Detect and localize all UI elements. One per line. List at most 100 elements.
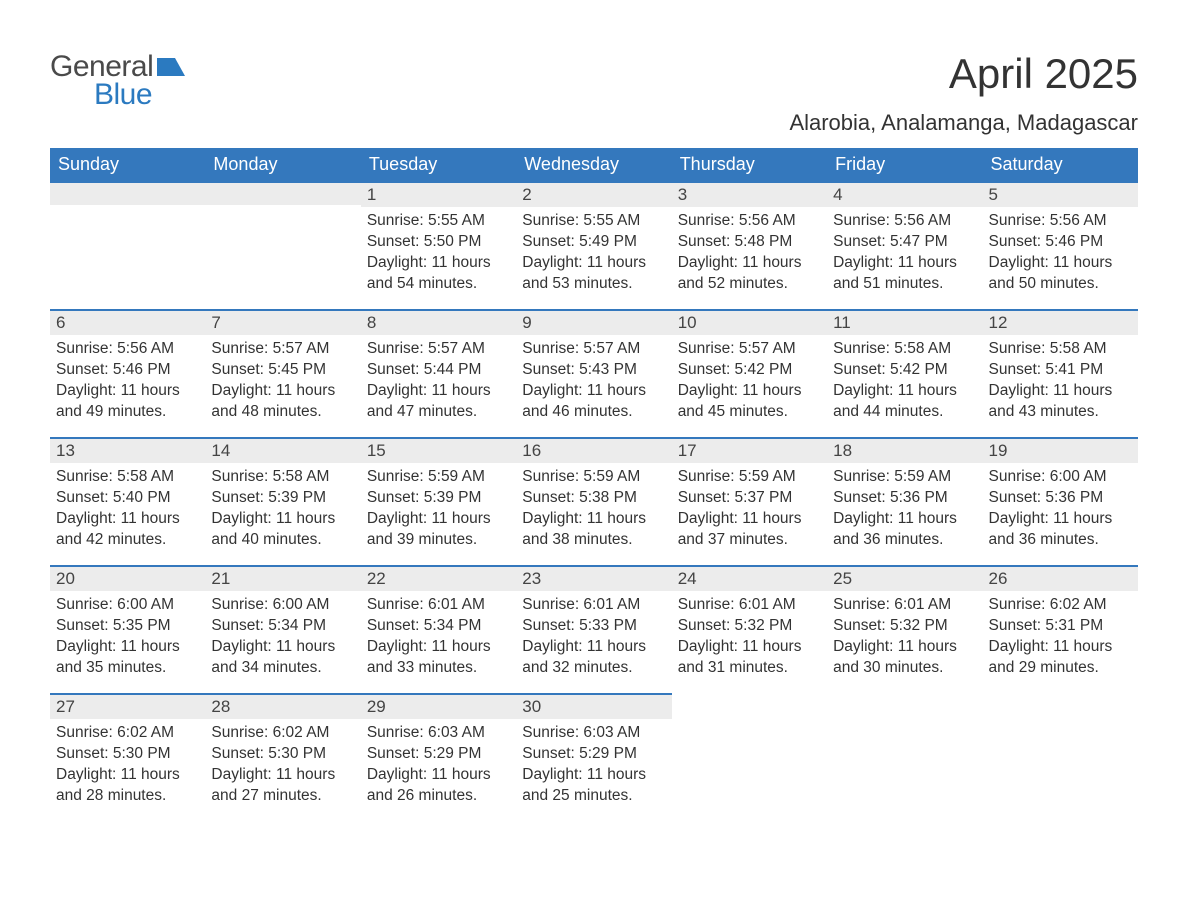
sunrise-text: Sunrise: 5:58 AM [989, 339, 1132, 360]
sunrise-text: Sunrise: 6:01 AM [367, 595, 510, 616]
sunset-text: Sunset: 5:47 PM [833, 232, 976, 253]
top-row: General Blue April 2025 Alarobia, Analam… [50, 50, 1138, 136]
flag-icon [157, 58, 185, 76]
day-number: 21 [205, 565, 360, 591]
day-number: 19 [983, 437, 1138, 463]
sunrise-text: Sunrise: 5:57 AM [678, 339, 821, 360]
sunset-text: Sunset: 5:36 PM [989, 488, 1132, 509]
month-title: April 2025 [789, 50, 1138, 98]
day-number: 25 [827, 565, 982, 591]
day-cell: 4Sunrise: 5:56 AMSunset: 5:47 PMDaylight… [827, 181, 982, 309]
day-cell: 1Sunrise: 5:55 AMSunset: 5:50 PMDaylight… [361, 181, 516, 309]
header-friday: Friday [827, 148, 982, 181]
day-number: 8 [361, 309, 516, 335]
sunrise-text: Sunrise: 6:02 AM [989, 595, 1132, 616]
day-number: 12 [983, 309, 1138, 335]
day-body: Sunrise: 6:00 AMSunset: 5:36 PMDaylight:… [983, 463, 1138, 557]
day-cell: 29Sunrise: 6:03 AMSunset: 5:29 PMDayligh… [361, 693, 516, 821]
day-body: Sunrise: 6:02 AMSunset: 5:31 PMDaylight:… [983, 591, 1138, 685]
day-cell: 11Sunrise: 5:58 AMSunset: 5:42 PMDayligh… [827, 309, 982, 437]
daylight-text: Daylight: 11 hours and 35 minutes. [56, 637, 199, 679]
sunset-text: Sunset: 5:34 PM [211, 616, 354, 637]
day-body: Sunrise: 5:56 AMSunset: 5:47 PMDaylight:… [827, 207, 982, 301]
day-body: Sunrise: 5:56 AMSunset: 5:48 PMDaylight:… [672, 207, 827, 301]
sunrise-text: Sunrise: 5:55 AM [522, 211, 665, 232]
day-cell: 13Sunrise: 5:58 AMSunset: 5:40 PMDayligh… [50, 437, 205, 565]
sunset-text: Sunset: 5:32 PM [833, 616, 976, 637]
daylight-text: Daylight: 11 hours and 32 minutes. [522, 637, 665, 679]
sunrise-text: Sunrise: 5:57 AM [211, 339, 354, 360]
day-cell: 15Sunrise: 5:59 AMSunset: 5:39 PMDayligh… [361, 437, 516, 565]
day-number: 22 [361, 565, 516, 591]
daylight-text: Daylight: 11 hours and 30 minutes. [833, 637, 976, 679]
sunrise-text: Sunrise: 6:00 AM [989, 467, 1132, 488]
day-body: Sunrise: 5:59 AMSunset: 5:38 PMDaylight:… [516, 463, 671, 557]
day-body: Sunrise: 6:01 AMSunset: 5:33 PMDaylight:… [516, 591, 671, 685]
daylight-text: Daylight: 11 hours and 43 minutes. [989, 381, 1132, 423]
week-row: 6Sunrise: 5:56 AMSunset: 5:46 PMDaylight… [50, 309, 1138, 437]
daylight-text: Daylight: 11 hours and 50 minutes. [989, 253, 1132, 295]
sunrise-text: Sunrise: 6:00 AM [56, 595, 199, 616]
day-number: 14 [205, 437, 360, 463]
week-row: 27Sunrise: 6:02 AMSunset: 5:30 PMDayligh… [50, 693, 1138, 821]
sunset-text: Sunset: 5:39 PM [367, 488, 510, 509]
day-body: Sunrise: 6:02 AMSunset: 5:30 PMDaylight:… [50, 719, 205, 813]
daylight-text: Daylight: 11 hours and 42 minutes. [56, 509, 199, 551]
sunset-text: Sunset: 5:44 PM [367, 360, 510, 381]
day-number: 30 [516, 693, 671, 719]
weeks-container: 1Sunrise: 5:55 AMSunset: 5:50 PMDaylight… [50, 181, 1138, 821]
header-tuesday: Tuesday [361, 148, 516, 181]
sunrise-text: Sunrise: 5:57 AM [522, 339, 665, 360]
sunset-text: Sunset: 5:30 PM [211, 744, 354, 765]
day-number: 18 [827, 437, 982, 463]
day-number: 3 [672, 181, 827, 207]
day-cell: 6Sunrise: 5:56 AMSunset: 5:46 PMDaylight… [50, 309, 205, 437]
day-cell: 7Sunrise: 5:57 AMSunset: 5:45 PMDaylight… [205, 309, 360, 437]
sunrise-text: Sunrise: 6:03 AM [367, 723, 510, 744]
day-number: 27 [50, 693, 205, 719]
day-number: 17 [672, 437, 827, 463]
day-cell: 30Sunrise: 6:03 AMSunset: 5:29 PMDayligh… [516, 693, 671, 821]
day-body: Sunrise: 5:58 AMSunset: 5:41 PMDaylight:… [983, 335, 1138, 429]
day-number: 2 [516, 181, 671, 207]
logo-blue-text: Blue [94, 78, 153, 112]
sunset-text: Sunset: 5:45 PM [211, 360, 354, 381]
sunset-text: Sunset: 5:41 PM [989, 360, 1132, 381]
day-cell: 17Sunrise: 5:59 AMSunset: 5:37 PMDayligh… [672, 437, 827, 565]
daylight-text: Daylight: 11 hours and 34 minutes. [211, 637, 354, 679]
calendar: Sunday Monday Tuesday Wednesday Thursday… [50, 148, 1138, 821]
sunset-text: Sunset: 5:46 PM [989, 232, 1132, 253]
day-cell: 2Sunrise: 5:55 AMSunset: 5:49 PMDaylight… [516, 181, 671, 309]
day-cell: 18Sunrise: 5:59 AMSunset: 5:36 PMDayligh… [827, 437, 982, 565]
day-cell: 20Sunrise: 6:00 AMSunset: 5:35 PMDayligh… [50, 565, 205, 693]
daylight-text: Daylight: 11 hours and 47 minutes. [367, 381, 510, 423]
day-number: 28 [205, 693, 360, 719]
calendar-header-row: Sunday Monday Tuesday Wednesday Thursday… [50, 148, 1138, 181]
daylight-text: Daylight: 11 hours and 39 minutes. [367, 509, 510, 551]
day-cell: 12Sunrise: 5:58 AMSunset: 5:41 PMDayligh… [983, 309, 1138, 437]
header-saturday: Saturday [983, 148, 1138, 181]
daylight-text: Daylight: 11 hours and 33 minutes. [367, 637, 510, 679]
sunrise-text: Sunrise: 6:01 AM [678, 595, 821, 616]
sunset-text: Sunset: 5:38 PM [522, 488, 665, 509]
day-number: 7 [205, 309, 360, 335]
day-cell: 24Sunrise: 6:01 AMSunset: 5:32 PMDayligh… [672, 565, 827, 693]
sunset-text: Sunset: 5:49 PM [522, 232, 665, 253]
sunset-text: Sunset: 5:29 PM [522, 744, 665, 765]
day-body: Sunrise: 5:57 AMSunset: 5:45 PMDaylight:… [205, 335, 360, 429]
sunset-text: Sunset: 5:36 PM [833, 488, 976, 509]
day-cell [983, 693, 1138, 821]
day-number: 6 [50, 309, 205, 335]
day-cell: 25Sunrise: 6:01 AMSunset: 5:32 PMDayligh… [827, 565, 982, 693]
sunrise-text: Sunrise: 5:58 AM [56, 467, 199, 488]
header-wednesday: Wednesday [516, 148, 671, 181]
day-body: Sunrise: 6:03 AMSunset: 5:29 PMDaylight:… [361, 719, 516, 813]
sunrise-text: Sunrise: 5:55 AM [367, 211, 510, 232]
day-number: 15 [361, 437, 516, 463]
day-cell: 23Sunrise: 6:01 AMSunset: 5:33 PMDayligh… [516, 565, 671, 693]
day-cell: 19Sunrise: 6:00 AMSunset: 5:36 PMDayligh… [983, 437, 1138, 565]
sunrise-text: Sunrise: 6:03 AM [522, 723, 665, 744]
daylight-text: Daylight: 11 hours and 28 minutes. [56, 765, 199, 807]
day-body: Sunrise: 5:55 AMSunset: 5:50 PMDaylight:… [361, 207, 516, 301]
daylight-text: Daylight: 11 hours and 40 minutes. [211, 509, 354, 551]
